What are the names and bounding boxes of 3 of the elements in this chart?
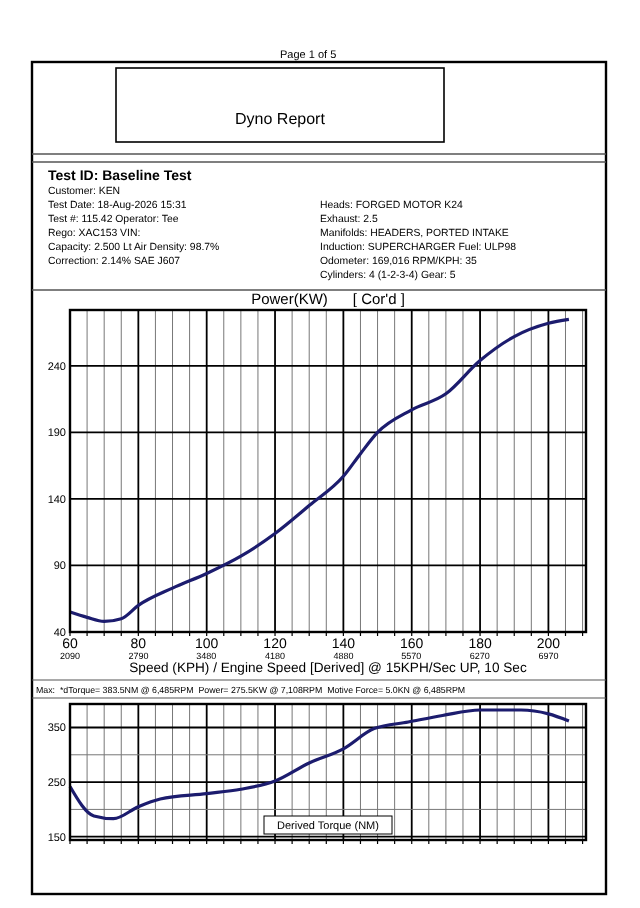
line-series: [68, 317, 571, 623]
text: Dyno Report: [235, 110, 327, 128]
line-series: [68, 708, 571, 821]
